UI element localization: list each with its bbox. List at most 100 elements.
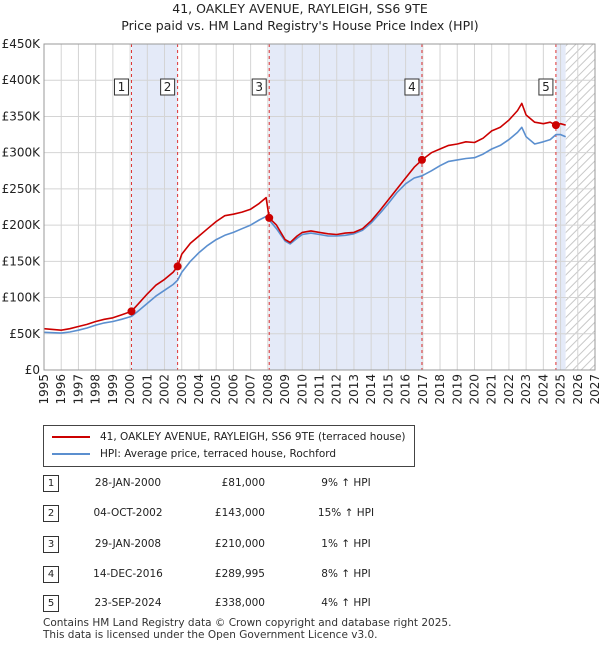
- x-tick-label: 2020: [467, 374, 481, 405]
- x-tick-label: 2010: [295, 374, 309, 405]
- x-tick-label: 2018: [433, 374, 447, 405]
- sale-number-box: [538, 78, 554, 96]
- x-tick-label: 1997: [71, 374, 85, 405]
- x-tick-label: 2012: [330, 374, 344, 405]
- sale-hpi-diff: 15% ↑ HPI: [317, 507, 375, 519]
- chart-title-line2: Price paid vs. HM Land Registry's House …: [121, 18, 479, 33]
- footer: Contains HM Land Registry data © Crown c…: [43, 617, 451, 641]
- sale-hpi-diff: 8% ↑ HPI: [321, 568, 371, 580]
- chart-title-line1: 41, OAKLEY AVENUE, RAYLEIGH, SS6 9TE: [172, 1, 428, 16]
- legend-item-property: 41, OAKLEY AVENUE, RAYLEIGH, SS6 9TE (te…: [52, 429, 406, 445]
- sale-number: 3: [43, 536, 59, 553]
- x-tick-label: 2017: [416, 374, 430, 405]
- x-tick-label: 1996: [54, 374, 68, 405]
- sale-row-1: 1 28-JAN-2000 £81,000 9% ↑ HPI: [43, 473, 583, 493]
- price-chart: 1 2 3 4 5 £0 £50K £100K £150K £200K £250K £300K £35…: [2, 37, 600, 405]
- sale-date: 14-DEC-2016: [93, 568, 163, 580]
- sale-date: 28-JAN-2000: [94, 477, 162, 489]
- sale-date: 04-OCT-2002: [93, 507, 163, 519]
- sale-number: 2: [43, 505, 59, 522]
- x-tick-label: 2011: [313, 374, 327, 405]
- sale-number: 1: [43, 475, 59, 492]
- x-tick-label: 2026: [571, 374, 585, 405]
- x-tick-label: 2019: [450, 374, 464, 405]
- x-tick-label: 2008: [261, 374, 275, 405]
- y-tick-label: £200K: [2, 218, 42, 232]
- hpi-line: [43, 126, 567, 334]
- x-tick-label: 2009: [278, 374, 292, 405]
- sale-number-label: 4: [408, 80, 416, 94]
- sale-hpi-diff: 1% ↑ HPI: [321, 538, 371, 550]
- future-hatch: [565, 44, 595, 370]
- x-tick-label: 2023: [519, 374, 533, 405]
- plot-frame: [43, 43, 596, 371]
- sale-price: £338,000: [214, 597, 265, 609]
- x-tick-label: 2022: [502, 374, 516, 405]
- sale-price: £81,000: [221, 477, 265, 489]
- sale-number-label: 1: [118, 80, 126, 94]
- x-tick-label: 2002: [158, 374, 172, 405]
- sale-number-label: 5: [542, 80, 550, 94]
- x-tick-label: 2007: [244, 374, 258, 405]
- legend: 41, OAKLEY AVENUE, RAYLEIGH, SS6 9TE (te…: [43, 425, 415, 467]
- y-tick-label: £300K: [2, 146, 42, 160]
- sale-price: £143,000: [214, 507, 265, 519]
- sale-number-box: [113, 78, 129, 96]
- legend-property-label: 41, OAKLEY AVENUE, RAYLEIGH, SS6 9TE (te…: [100, 431, 406, 443]
- sale-hpi-diff: 9% ↑ HPI: [321, 477, 371, 489]
- x-tick-label: 1999: [106, 374, 120, 405]
- footer-copyright: Contains HM Land Registry data © Crown c…: [43, 617, 452, 629]
- sale-row-2: 2 04-OCT-2002 £143,000 15% ↑ HPI: [43, 503, 583, 523]
- sale-date: 23-SEP-2024: [94, 597, 162, 609]
- y-tick-label: £0: [25, 363, 40, 377]
- sale-point: [173, 262, 182, 271]
- sale-number: 5: [43, 595, 59, 612]
- x-tick-label: 2003: [175, 374, 189, 405]
- y-tick-label: £50K: [9, 327, 41, 341]
- footer-licence: This data is licensed under the Open Gov…: [43, 629, 378, 641]
- sale-point: [551, 121, 560, 130]
- sale-number-label: 3: [255, 80, 263, 94]
- sale-point: [265, 213, 274, 222]
- x-tick-label: 2004: [192, 374, 206, 405]
- y-tick-label: £350K: [2, 109, 42, 123]
- sale-row-5: 5 23-SEP-2024 £338,000 4% ↑ HPI: [43, 593, 583, 613]
- y-tick-label: £450K: [2, 37, 42, 51]
- sale-date: 29-JAN-2008: [94, 538, 162, 550]
- y-tick-label: £400K: [2, 73, 42, 87]
- y-tick-label: £100K: [2, 291, 42, 305]
- x-tick-label: 1995: [37, 374, 51, 405]
- ownership-shade: [131, 44, 178, 370]
- legend-hpi-label: HPI: Average price, terraced house, Roch…: [100, 448, 337, 460]
- legend-hpi-swatch: [52, 453, 90, 455]
- x-tick-label: 2027: [588, 374, 600, 405]
- sale-number-box: [251, 78, 267, 96]
- property-line: [43, 102, 566, 332]
- sale-number: 4: [43, 566, 59, 583]
- x-tick-label: 2014: [364, 374, 378, 405]
- y-tick-label: £250K: [2, 182, 42, 196]
- sale-hpi-diff: 4% ↑ HPI: [321, 597, 371, 609]
- sale-row-4: 4 14-DEC-2016 £289,995 8% ↑ HPI: [43, 564, 583, 584]
- sale-number-label: 2: [164, 80, 172, 94]
- sale-point: [127, 307, 136, 316]
- x-tick-label: 1998: [89, 374, 103, 405]
- sale-number-box: [160, 78, 176, 96]
- sale-point: [417, 155, 426, 164]
- sale-row-3: 3 29-JAN-2008 £210,000 1% ↑ HPI: [43, 534, 583, 554]
- x-tick-label: 2021: [485, 374, 499, 405]
- sale-price: £210,000: [214, 538, 265, 550]
- x-tick-label: 2025: [554, 374, 568, 405]
- x-tick-label: 2024: [536, 374, 550, 405]
- x-tick-label: 2001: [140, 374, 154, 405]
- x-tick-label: 2000: [123, 374, 137, 405]
- legend-item-hpi: HPI: Average price, terraced house, Roch…: [52, 446, 336, 462]
- legend-property-swatch: [52, 436, 90, 438]
- x-tick-label: 2005: [209, 374, 223, 405]
- x-tick-label: 2006: [226, 374, 240, 405]
- x-tick-label: 2015: [381, 374, 395, 405]
- x-tick-label: 2013: [347, 374, 361, 405]
- sale-number-box: [404, 78, 420, 96]
- ownership-shade: [269, 44, 422, 370]
- x-tick-label: 2016: [399, 374, 413, 405]
